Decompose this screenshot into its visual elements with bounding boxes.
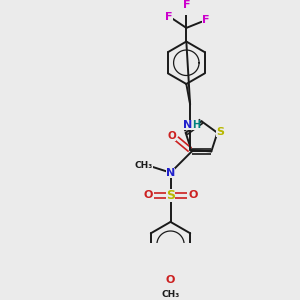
Text: H: H [192,120,200,130]
Text: F: F [202,15,209,25]
Text: F: F [165,12,172,22]
Text: O: O [168,131,176,141]
Text: O: O [143,190,152,200]
Text: O: O [189,190,198,200]
Text: S: S [216,127,224,137]
Text: F: F [183,0,190,10]
Text: N: N [183,120,193,130]
Text: CH₃: CH₃ [135,161,153,170]
Text: S: S [166,189,175,202]
Text: CH₃: CH₃ [161,290,180,299]
Text: O: O [166,275,175,285]
Text: N: N [166,168,175,178]
